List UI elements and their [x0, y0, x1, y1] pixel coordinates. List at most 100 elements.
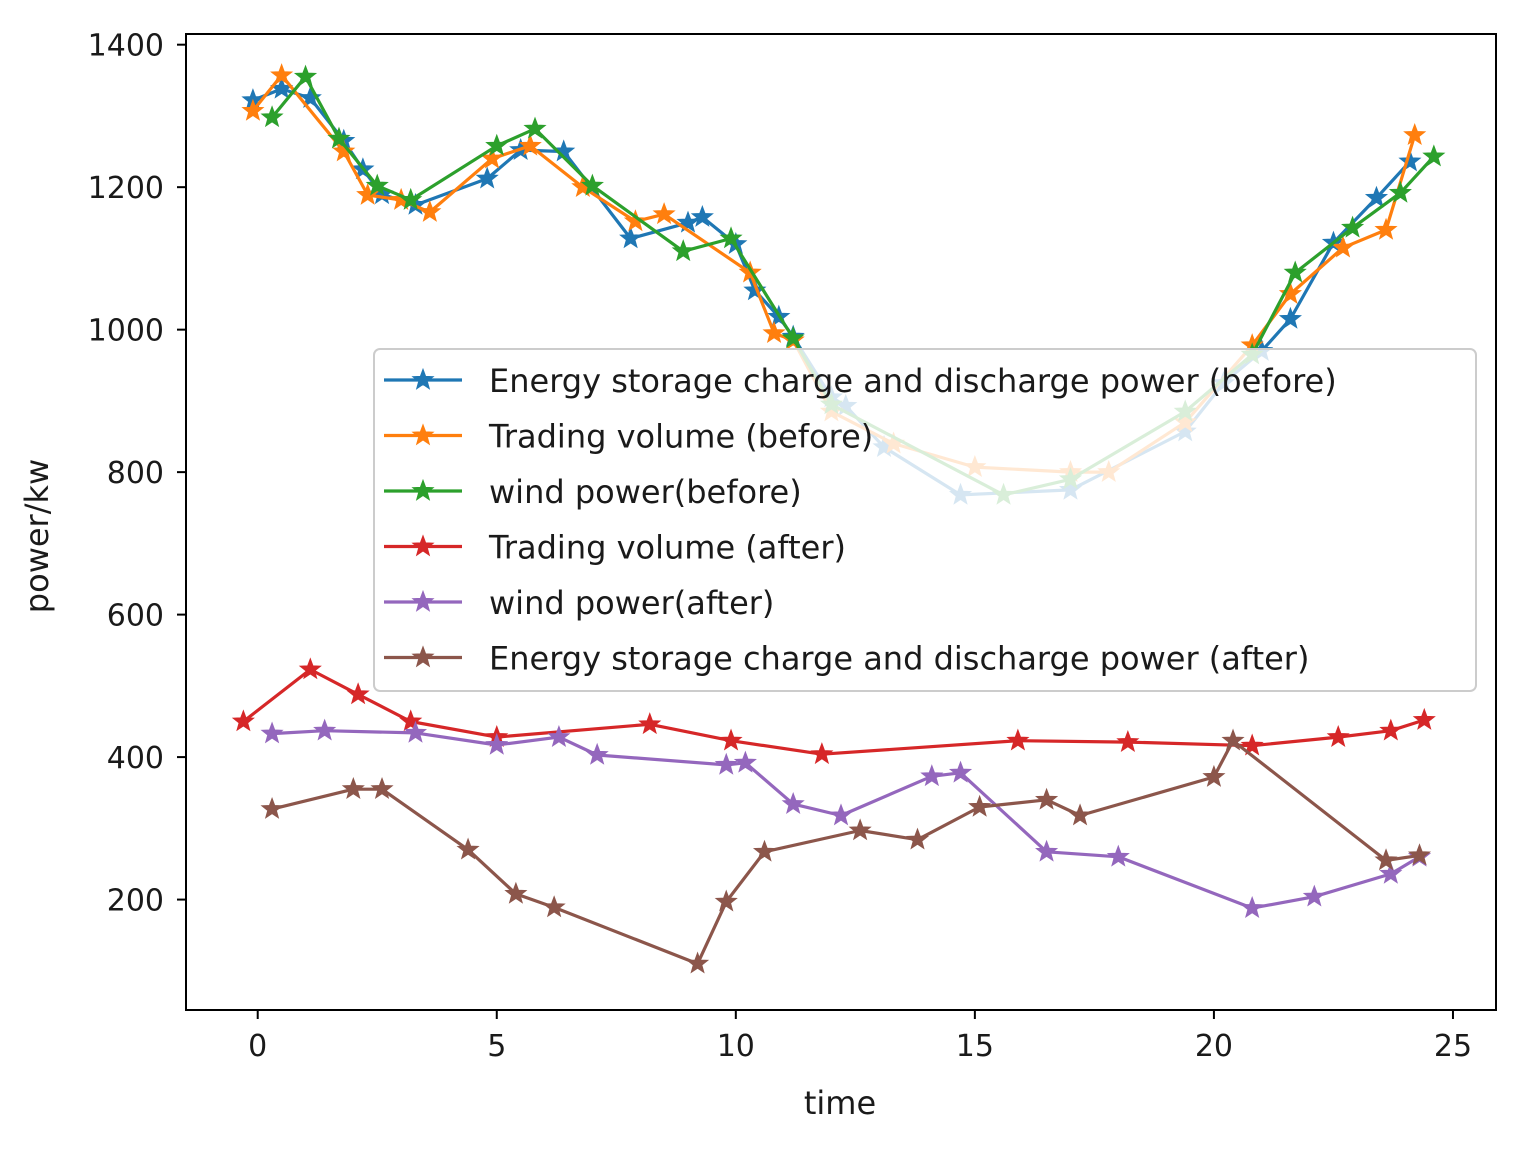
x-tick-label: 25: [1434, 1029, 1472, 1064]
data-point: [241, 98, 265, 121]
data-point: [1374, 217, 1398, 240]
data-point: [403, 720, 428, 743]
y-tick-label: 800: [107, 456, 164, 491]
data-point: [676, 210, 700, 233]
data-point: [399, 187, 423, 210]
data-point: [260, 721, 284, 744]
data-point: [690, 204, 714, 227]
legend-label: wind power(after): [489, 584, 774, 622]
data-point: [346, 682, 370, 705]
x-tick-label: 15: [956, 1029, 994, 1064]
data-point: [1379, 861, 1403, 884]
data-point: [1006, 728, 1030, 751]
series-4: [231, 657, 1436, 765]
legend-label: Energy storage charge and discharge powe…: [489, 640, 1309, 678]
legend-item: Trading volume (before): [384, 418, 873, 456]
data-point: [1240, 895, 1264, 918]
legend-marker: [411, 423, 435, 446]
data-point: [1341, 215, 1365, 238]
legend-box: [373, 348, 1477, 692]
data-point: [293, 64, 318, 87]
legend-item: Energy storage charge and discharge powe…: [384, 362, 1337, 400]
plot-frame: [185, 33, 1497, 1011]
data-point: [1106, 844, 1130, 867]
data-point: [1278, 306, 1302, 329]
data-point: [518, 133, 542, 156]
data-point: [623, 209, 647, 232]
data-point: [523, 116, 547, 139]
data-point: [781, 791, 805, 814]
data-point: [298, 657, 322, 680]
data-point: [829, 803, 853, 826]
legend-label: Trading volume (before): [488, 418, 873, 456]
series-line: [242, 667, 1425, 756]
y-tick-label: 400: [107, 741, 164, 776]
data-point: [1388, 180, 1412, 203]
data-point: [1035, 839, 1059, 862]
data-point: [714, 752, 738, 775]
legend-label: Trading volume (after): [488, 529, 846, 567]
data-point: [580, 173, 604, 196]
series-layer: [231, 63, 1446, 974]
data-point: [1398, 149, 1422, 172]
series-line: [272, 729, 1421, 910]
data-point: [456, 837, 480, 860]
data-point: [714, 889, 738, 912]
legend-marker: [411, 478, 435, 501]
data-point: [1407, 843, 1432, 866]
legend: Energy storage charge and discharge powe…: [373, 348, 1477, 692]
data-point: [671, 239, 695, 262]
data-point: [1278, 281, 1302, 304]
legend-item: wind power(before): [384, 473, 802, 511]
data-point: [638, 712, 662, 735]
data-point: [370, 777, 394, 799]
data-point: [1035, 787, 1059, 810]
series-line: [271, 739, 1420, 966]
x-tick-label: 5: [487, 1029, 506, 1064]
data-point: [1202, 764, 1226, 787]
data-point: [719, 728, 743, 751]
series-line: [270, 75, 1435, 497]
data-point: [719, 226, 743, 249]
data-point: [475, 166, 499, 189]
data-point: [327, 126, 351, 149]
data-point: [313, 718, 337, 741]
data-point: [810, 742, 834, 765]
data-point: [762, 321, 786, 344]
data-point: [341, 777, 365, 799]
legend-label: wind power(before): [489, 473, 802, 511]
data-point: [504, 881, 528, 904]
data-point: [781, 326, 805, 349]
data-point: [1068, 803, 1092, 826]
legend-item: Energy storage charge and discharge powe…: [384, 640, 1309, 678]
data-point: [1412, 707, 1436, 730]
data-point: [848, 818, 872, 841]
y-tick-label: 200: [107, 884, 164, 919]
data-point: [1240, 733, 1264, 756]
data-point: [948, 760, 973, 783]
data-point: [1374, 848, 1398, 871]
y-tick-label: 600: [107, 599, 164, 634]
data-point: [1302, 884, 1326, 907]
data-point: [260, 105, 284, 128]
series-6: [260, 728, 1432, 974]
data-point: [298, 85, 322, 108]
data-point: [332, 139, 356, 162]
legend-marker: [411, 367, 435, 390]
data-point: [542, 895, 566, 918]
data-point: [485, 732, 509, 755]
data-point: [399, 709, 423, 732]
x-tick-label: 20: [1195, 1029, 1233, 1064]
data-point: [1364, 185, 1389, 208]
data-point: [752, 839, 777, 862]
data-point: [585, 742, 609, 765]
y-tick-label: 1400: [88, 29, 164, 64]
data-point: [1116, 729, 1140, 752]
legend-item: wind power(after): [384, 584, 774, 622]
data-point: [686, 951, 710, 974]
data-point: [365, 173, 389, 196]
data-point: [1379, 718, 1403, 741]
data-point: [1283, 260, 1307, 283]
